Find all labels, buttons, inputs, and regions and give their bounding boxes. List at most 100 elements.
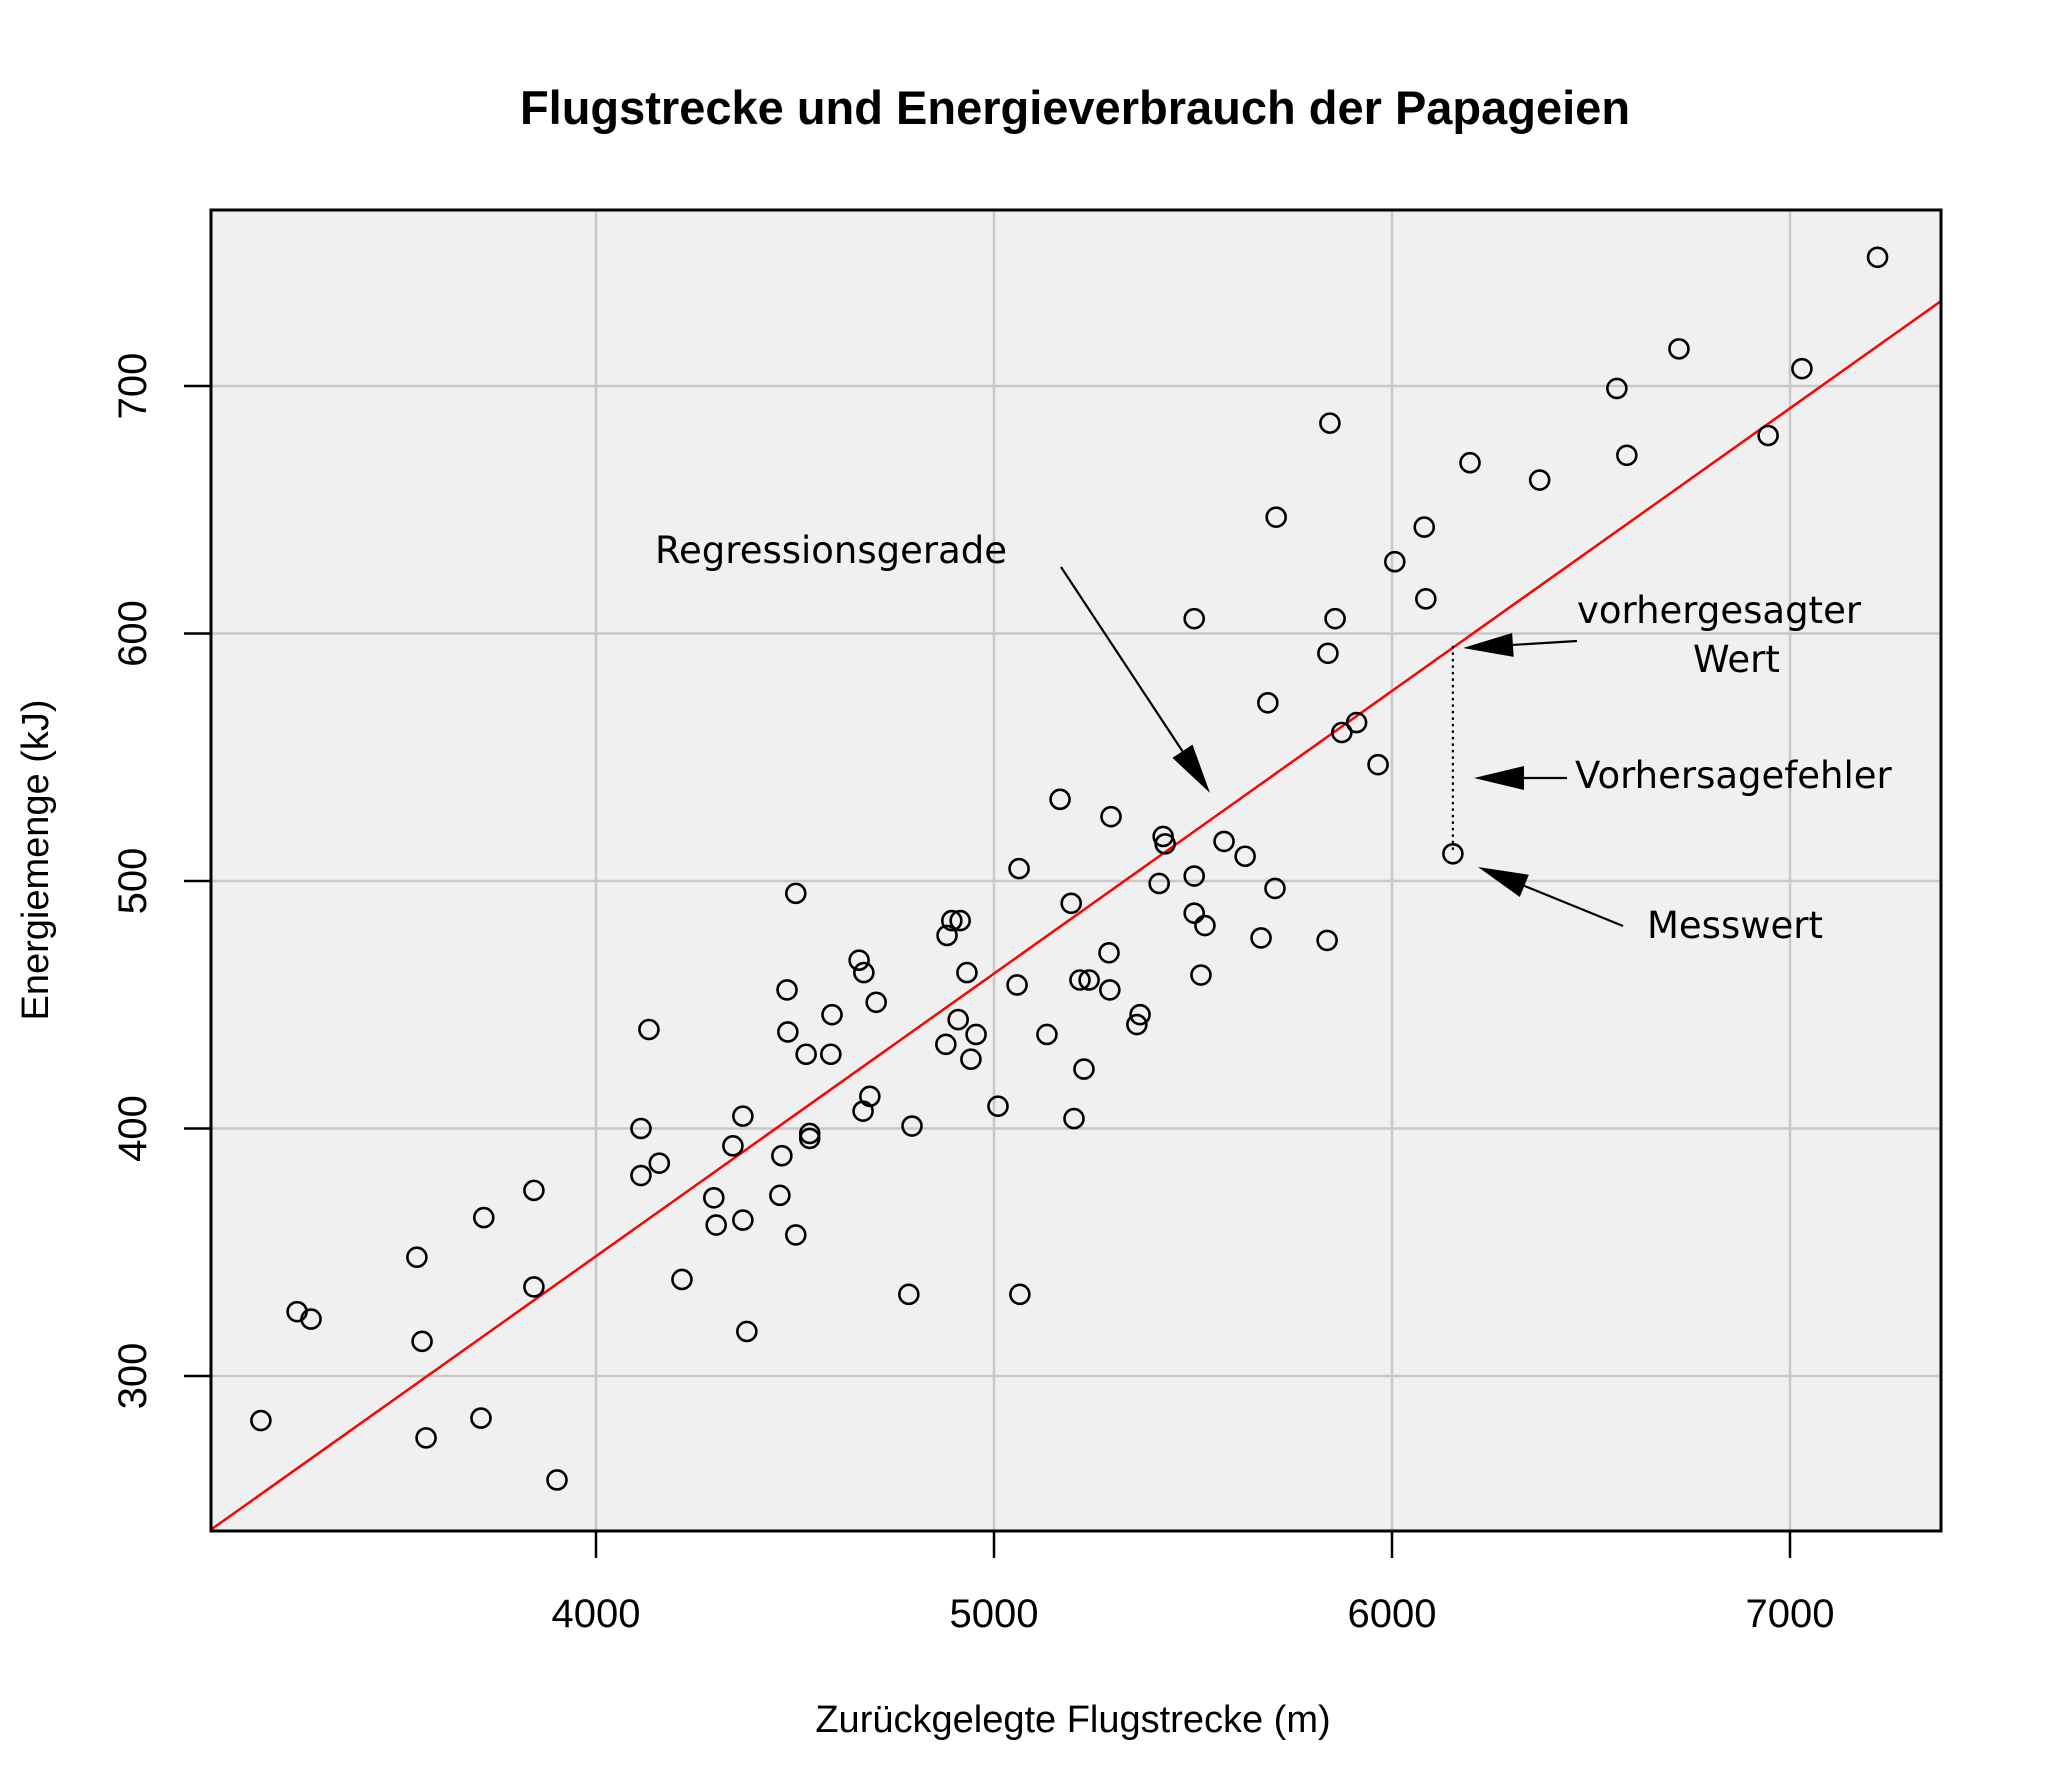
data-point	[947, 1008, 969, 1031]
data-point	[732, 1209, 754, 1231]
data-point	[1063, 1107, 1085, 1130]
data-point	[705, 1214, 727, 1236]
data-point	[648, 1152, 671, 1174]
data-point	[1257, 691, 1279, 714]
data-point	[1866, 246, 1889, 269]
data-point	[1183, 865, 1205, 887]
data-point	[1331, 721, 1353, 744]
data-point	[1265, 506, 1287, 528]
data-point	[671, 1268, 693, 1291]
data-point	[859, 1085, 881, 1108]
data-point	[1345, 711, 1368, 734]
data-point	[769, 1184, 791, 1207]
data-point	[406, 1246, 428, 1268]
data-point	[1154, 833, 1176, 855]
data-point	[1791, 357, 1813, 380]
data-point	[960, 1048, 982, 1070]
data-point	[1069, 969, 1091, 991]
data-point	[1194, 914, 1216, 937]
data-point	[1459, 451, 1481, 474]
data-point	[703, 1187, 725, 1209]
data-point	[411, 1330, 433, 1353]
arrow-head-icon	[1463, 632, 1514, 657]
data-point	[1126, 1013, 1148, 1036]
data-point	[1008, 857, 1030, 880]
y-tick-label: 600	[111, 600, 155, 667]
arrow-regression	[1060, 566, 1210, 793]
data-point	[1190, 964, 1212, 986]
data-point	[1317, 642, 1339, 665]
data-point	[898, 1283, 920, 1306]
data-point	[415, 1427, 437, 1449]
data-point	[935, 1033, 957, 1056]
plot-border	[209, 208, 1943, 1533]
data-point	[546, 1469, 568, 1491]
arrow-error	[1474, 766, 1567, 790]
data-point	[1383, 550, 1406, 573]
data-point	[1415, 588, 1437, 610]
y-tick-label: 500	[111, 848, 155, 915]
data-point	[1250, 927, 1272, 949]
data-point	[1129, 1003, 1151, 1026]
data-point	[1213, 830, 1235, 853]
regression-line-path	[211, 299, 1941, 1531]
data-point	[821, 1003, 843, 1026]
data-point	[1060, 892, 1083, 915]
data-point	[630, 1164, 652, 1187]
data-point	[848, 949, 870, 972]
data-point	[1009, 1283, 1031, 1306]
data-point	[1073, 1058, 1095, 1080]
data-point	[1098, 941, 1120, 964]
data-point	[1606, 377, 1628, 400]
data-point	[1316, 929, 1338, 952]
data-point	[1616, 444, 1638, 467]
data-point	[250, 1409, 272, 1432]
annotation-error-label: Vorhersagefehler	[1575, 754, 1893, 797]
data-point	[1100, 805, 1122, 828]
data-point	[956, 961, 978, 984]
data-point	[1442, 842, 1464, 865]
data-point	[732, 1105, 754, 1127]
data-point	[820, 1043, 842, 1066]
data-point	[936, 924, 958, 947]
data-point	[470, 1407, 492, 1429]
data-point	[1183, 902, 1205, 924]
annotation-regression-label: Regressionsgerade	[655, 529, 1007, 572]
data-point	[1148, 872, 1170, 895]
annotations	[1060, 566, 1624, 928]
arrow-head-icon	[1474, 766, 1524, 790]
arrow-head-icon	[1172, 744, 1210, 793]
x-axis-label: Zurückgelegte Flugstrecke (m)	[815, 1699, 1330, 1741]
data-point	[901, 1115, 923, 1137]
tick-marks	[184, 384, 1792, 1558]
data-point	[1234, 845, 1256, 868]
data-point	[1078, 969, 1100, 991]
data-point	[865, 991, 887, 1014]
data-point	[472, 1206, 495, 1229]
data-point	[965, 1023, 987, 1046]
data-point	[1006, 974, 1028, 996]
data-point	[784, 1224, 807, 1246]
x-tick-label: 5000	[950, 1592, 1039, 1636]
arrow-head-icon	[1478, 867, 1529, 897]
y-tick-label: 700	[111, 353, 155, 420]
data-point	[1049, 788, 1071, 811]
data-point	[777, 1021, 799, 1043]
data-point	[1528, 469, 1551, 491]
x-tick-label: 7000	[1746, 1592, 1835, 1636]
chart-title: Flugstrecke und Energieverbrauch der Pap…	[520, 81, 1630, 134]
data-point	[1036, 1023, 1058, 1046]
data-point	[798, 1127, 821, 1150]
arrow-measured	[1478, 867, 1624, 928]
data-point	[300, 1308, 322, 1330]
x-tick-label: 6000	[1348, 1592, 1437, 1636]
data-point	[1757, 424, 1779, 447]
data-point	[1668, 338, 1690, 360]
data-point	[949, 909, 971, 932]
annotation-predicted-label-line1: vorhergesagter	[1577, 589, 1862, 632]
y-tick-label: 300	[111, 1343, 155, 1410]
data-point	[784, 882, 807, 905]
data-point	[638, 1018, 660, 1041]
data-point	[1413, 516, 1436, 538]
